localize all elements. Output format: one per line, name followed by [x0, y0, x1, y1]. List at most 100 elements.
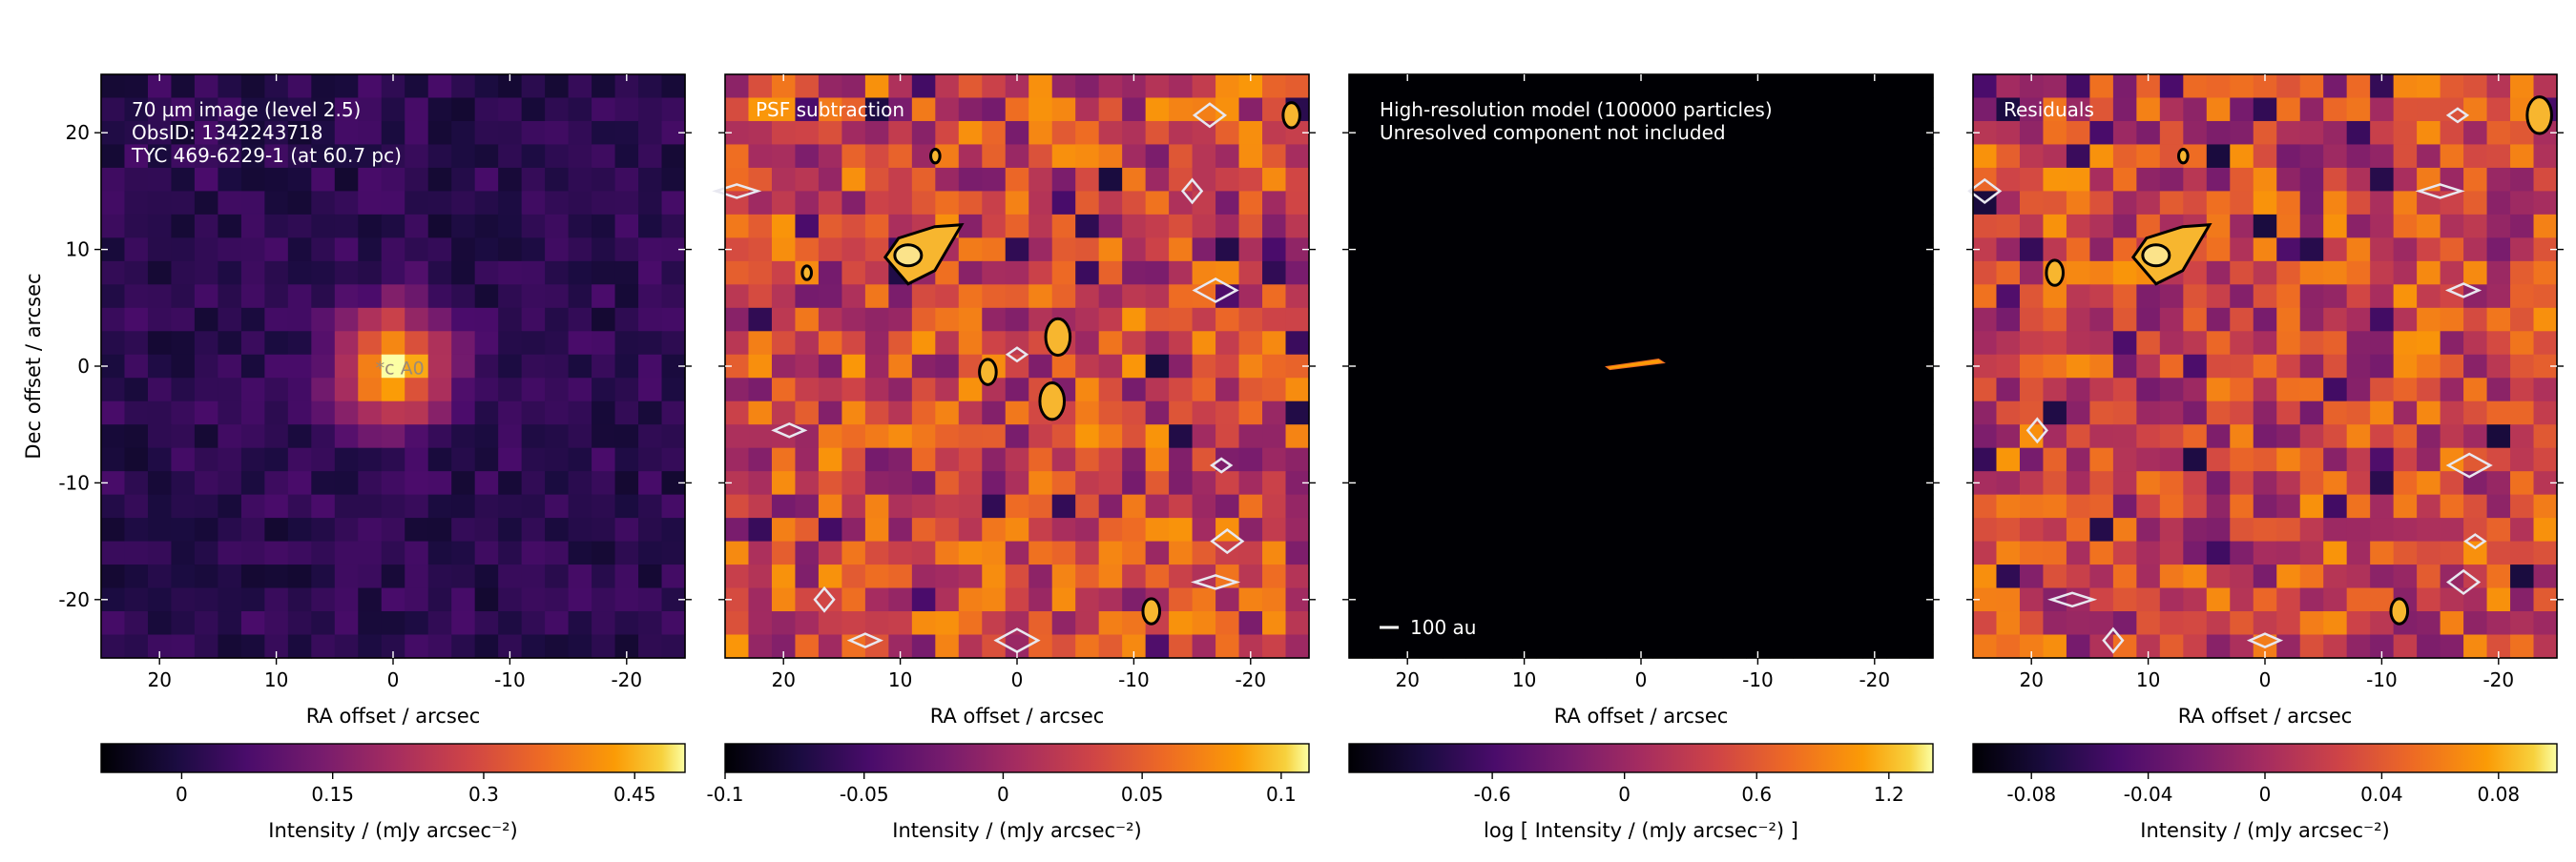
image-cell: [2206, 354, 2231, 379]
image-cell: [1285, 331, 1310, 356]
image-cell: [1395, 378, 1421, 402]
image-cell: [2346, 541, 2371, 565]
image-cell: [545, 260, 570, 285]
image-cell: [427, 354, 452, 379]
image-cell: [1793, 74, 1818, 99]
image-cell: [381, 284, 405, 309]
y-tick-label: -20: [58, 588, 90, 611]
image-cell: [240, 331, 265, 356]
image-cell: [1145, 634, 1170, 659]
image-cell: [1238, 587, 1263, 612]
image-cell: [614, 471, 639, 496]
image-cell: [888, 167, 913, 192]
image-cell: [748, 284, 773, 309]
image-cell: [2417, 447, 2441, 472]
negative-contour: [1192, 102, 1228, 129]
image-cell: [2276, 167, 2301, 192]
image-cell: [1769, 191, 1794, 216]
image-cell: [1051, 284, 1076, 309]
image-cell: [958, 167, 983, 192]
image-cell: [1675, 471, 1700, 496]
image-cell: [1629, 331, 1653, 356]
image-cell: [1122, 471, 1147, 496]
image-cell: [568, 331, 592, 356]
image-cell: [1973, 307, 1998, 332]
image-cell: [2089, 120, 2114, 146]
image-cell: [171, 144, 196, 169]
image-cell: [1606, 331, 1631, 356]
image-cell: [240, 424, 265, 449]
image-cell: [2370, 284, 2395, 309]
image-cell: [982, 541, 1007, 565]
image-cell: [2136, 191, 2161, 216]
image-cell: [2019, 518, 2045, 543]
image-cell: [334, 260, 359, 285]
image-cell: [2019, 97, 2045, 122]
image-cell: [614, 378, 639, 402]
image-cell: [1372, 634, 1397, 659]
image-cell: [864, 518, 889, 543]
image-cell: [521, 307, 546, 332]
image-cell: [1582, 400, 1607, 425]
colorbar-tick-label: 0.15: [311, 783, 354, 806]
image-cell: [1145, 447, 1170, 472]
image-cell: [982, 564, 1007, 589]
image-cell: [1606, 307, 1631, 332]
image-cell: [2370, 331, 2395, 356]
image-cell: [1722, 378, 1747, 402]
image-cell: [2206, 214, 2231, 238]
image-cell: [101, 447, 126, 472]
image-cell: [2393, 494, 2418, 519]
image-cell: [1262, 447, 1287, 472]
image-cell: [218, 74, 242, 99]
image-cell: [1606, 611, 1631, 636]
image-cell: [498, 144, 523, 169]
image-cell: [2230, 611, 2254, 636]
image-cell: [1145, 97, 1170, 122]
image-cell: [311, 400, 336, 425]
image-cell: [614, 611, 639, 636]
image-cell: [1442, 307, 1466, 332]
image-cell: [1886, 144, 1911, 169]
image-cell: [1442, 564, 1466, 589]
image-cell: [451, 144, 476, 169]
image-cell: [888, 518, 913, 543]
image-cell: [1862, 284, 1887, 309]
image-cell: [1465, 564, 1490, 589]
image-cell: [427, 284, 452, 309]
image-cell: [2417, 237, 2441, 262]
image-cell: [2299, 284, 2324, 309]
image-cell: [1886, 331, 1911, 356]
image-cell: [1262, 424, 1287, 449]
image-cell: [725, 541, 750, 565]
image-cell: [1169, 120, 1194, 146]
image-cell: [1465, 284, 1490, 309]
image-cell: [240, 74, 265, 99]
image-cell: [2510, 424, 2535, 449]
image-cell: [1769, 424, 1794, 449]
image-cell: [1285, 518, 1310, 543]
image-cell: [451, 611, 476, 636]
image-cell: [381, 564, 405, 589]
image-cell: [311, 424, 336, 449]
image-cell: [2393, 564, 2418, 589]
image-cell: [661, 97, 686, 122]
image-cell: [147, 611, 173, 636]
image-cell: [864, 354, 889, 379]
image-cell: [982, 260, 1007, 285]
image-cell: [795, 307, 820, 332]
image-cell: [1535, 494, 1560, 519]
image-cell: [521, 400, 546, 425]
image-cell: [661, 144, 686, 169]
image-cell: [818, 120, 842, 146]
image-cell: [2253, 331, 2277, 356]
image-cell: [2463, 144, 2488, 169]
image-cell: [474, 424, 499, 449]
image-cell: [1722, 74, 1747, 99]
image-cell: [1886, 634, 1911, 659]
image-cell: [311, 541, 336, 565]
image-cell: [2417, 307, 2441, 332]
image-cell: [1816, 494, 1840, 519]
image-cell: [568, 354, 592, 379]
image-cell: [1169, 331, 1194, 356]
